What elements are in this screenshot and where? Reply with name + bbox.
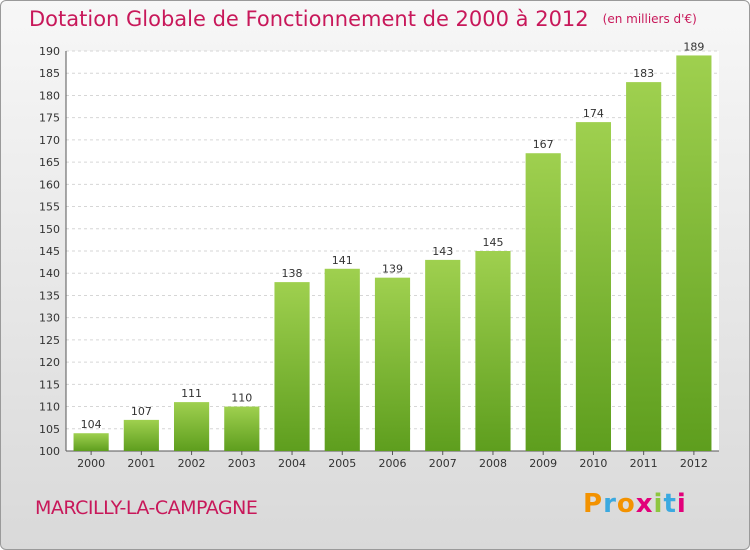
logo-letter: i: [676, 489, 687, 519]
y-tick-label: 175: [39, 112, 60, 125]
proxiti-logo[interactable]: Proxiti: [583, 489, 687, 519]
x-tick-label: 2002: [178, 457, 206, 470]
y-tick-label: 145: [39, 245, 60, 258]
commune-name: MARCILLY-LA-CAMPAGNE: [35, 497, 258, 519]
y-tick-label: 165: [39, 156, 60, 169]
bar-2004: [274, 282, 310, 451]
data-label: 174: [583, 107, 604, 120]
x-tick-label: 2006: [379, 457, 407, 470]
x-tick-label: 2000: [77, 457, 105, 470]
logo-letter: x: [635, 489, 654, 519]
bar-2011: [626, 82, 662, 451]
x-tick-label: 2010: [579, 457, 607, 470]
data-label: 107: [131, 405, 152, 418]
bar-2001: [123, 419, 159, 451]
logo-letter: i: [653, 489, 664, 519]
y-tick-label: 115: [39, 378, 60, 391]
data-label: 104: [81, 418, 102, 431]
y-tick-label: 125: [39, 334, 60, 347]
y-tick-label: 150: [39, 223, 60, 236]
bar-2010: [575, 122, 612, 451]
bar-2012: [676, 55, 712, 451]
y-tick-label: 140: [39, 267, 60, 280]
y-tick-label: 160: [39, 178, 60, 191]
data-label: 110: [231, 392, 252, 405]
x-tick-label: 2004: [278, 457, 306, 470]
bar-2007: [425, 259, 461, 451]
x-tick-label: 2008: [479, 457, 507, 470]
y-tick-label: 190: [39, 45, 60, 58]
y-tick-label: 100: [39, 445, 60, 458]
data-label: 189: [683, 40, 704, 53]
x-tick-label: 2005: [328, 457, 356, 470]
data-label: 111: [181, 387, 202, 400]
bars: [73, 55, 712, 451]
chart-title: Dotation Globale de Fonctionnement de 20…: [29, 7, 697, 31]
y-tick-label: 180: [39, 89, 60, 102]
data-label: 138: [282, 267, 303, 280]
y-tick-label: 155: [39, 201, 60, 214]
x-tick-label: 2001: [127, 457, 155, 470]
data-label: 139: [382, 263, 403, 276]
data-label: 183: [633, 67, 654, 80]
title-text: Dotation Globale de Fonctionnement de 20…: [29, 7, 589, 31]
y-tick-label: 105: [39, 423, 60, 436]
data-label: 167: [533, 138, 554, 151]
labels: 104 107 111 110 138 141 139 143 145 167 174 183 189: [81, 40, 705, 431]
x-tick-label: 2003: [228, 457, 256, 470]
bar-2008: [475, 251, 511, 451]
logo-letter: P: [583, 489, 604, 519]
logo-letter: r: [603, 489, 617, 519]
x-tick-label: 2011: [630, 457, 658, 470]
bar-2002: [173, 402, 210, 451]
logo-letter: o: [616, 489, 636, 519]
title-unit: (en milliers d'€): [602, 12, 697, 26]
y-tick-label: 135: [39, 289, 60, 302]
axes: 100 105 110 115 120 125 130 135 140 145 150 155 160 1…: [39, 45, 719, 470]
bar-2006: [374, 277, 411, 451]
data-label: 145: [482, 236, 503, 249]
y-tick-label: 130: [39, 312, 60, 325]
bar-2000: [73, 433, 109, 451]
x-tick-label: 2009: [529, 457, 557, 470]
data-label: 141: [332, 254, 353, 267]
bar-2003: [224, 406, 260, 451]
y-tick-label: 110: [39, 401, 60, 414]
logo-letter: t: [663, 489, 677, 519]
bar-2005: [324, 268, 360, 451]
y-tick-label: 120: [39, 356, 60, 369]
y-tick-label: 185: [39, 67, 60, 80]
data-label: 143: [432, 245, 453, 258]
x-tick-label: 2012: [680, 457, 708, 470]
x-tick-label: 2007: [429, 457, 457, 470]
y-tick-label: 170: [39, 134, 60, 147]
bar-2009: [525, 153, 561, 451]
